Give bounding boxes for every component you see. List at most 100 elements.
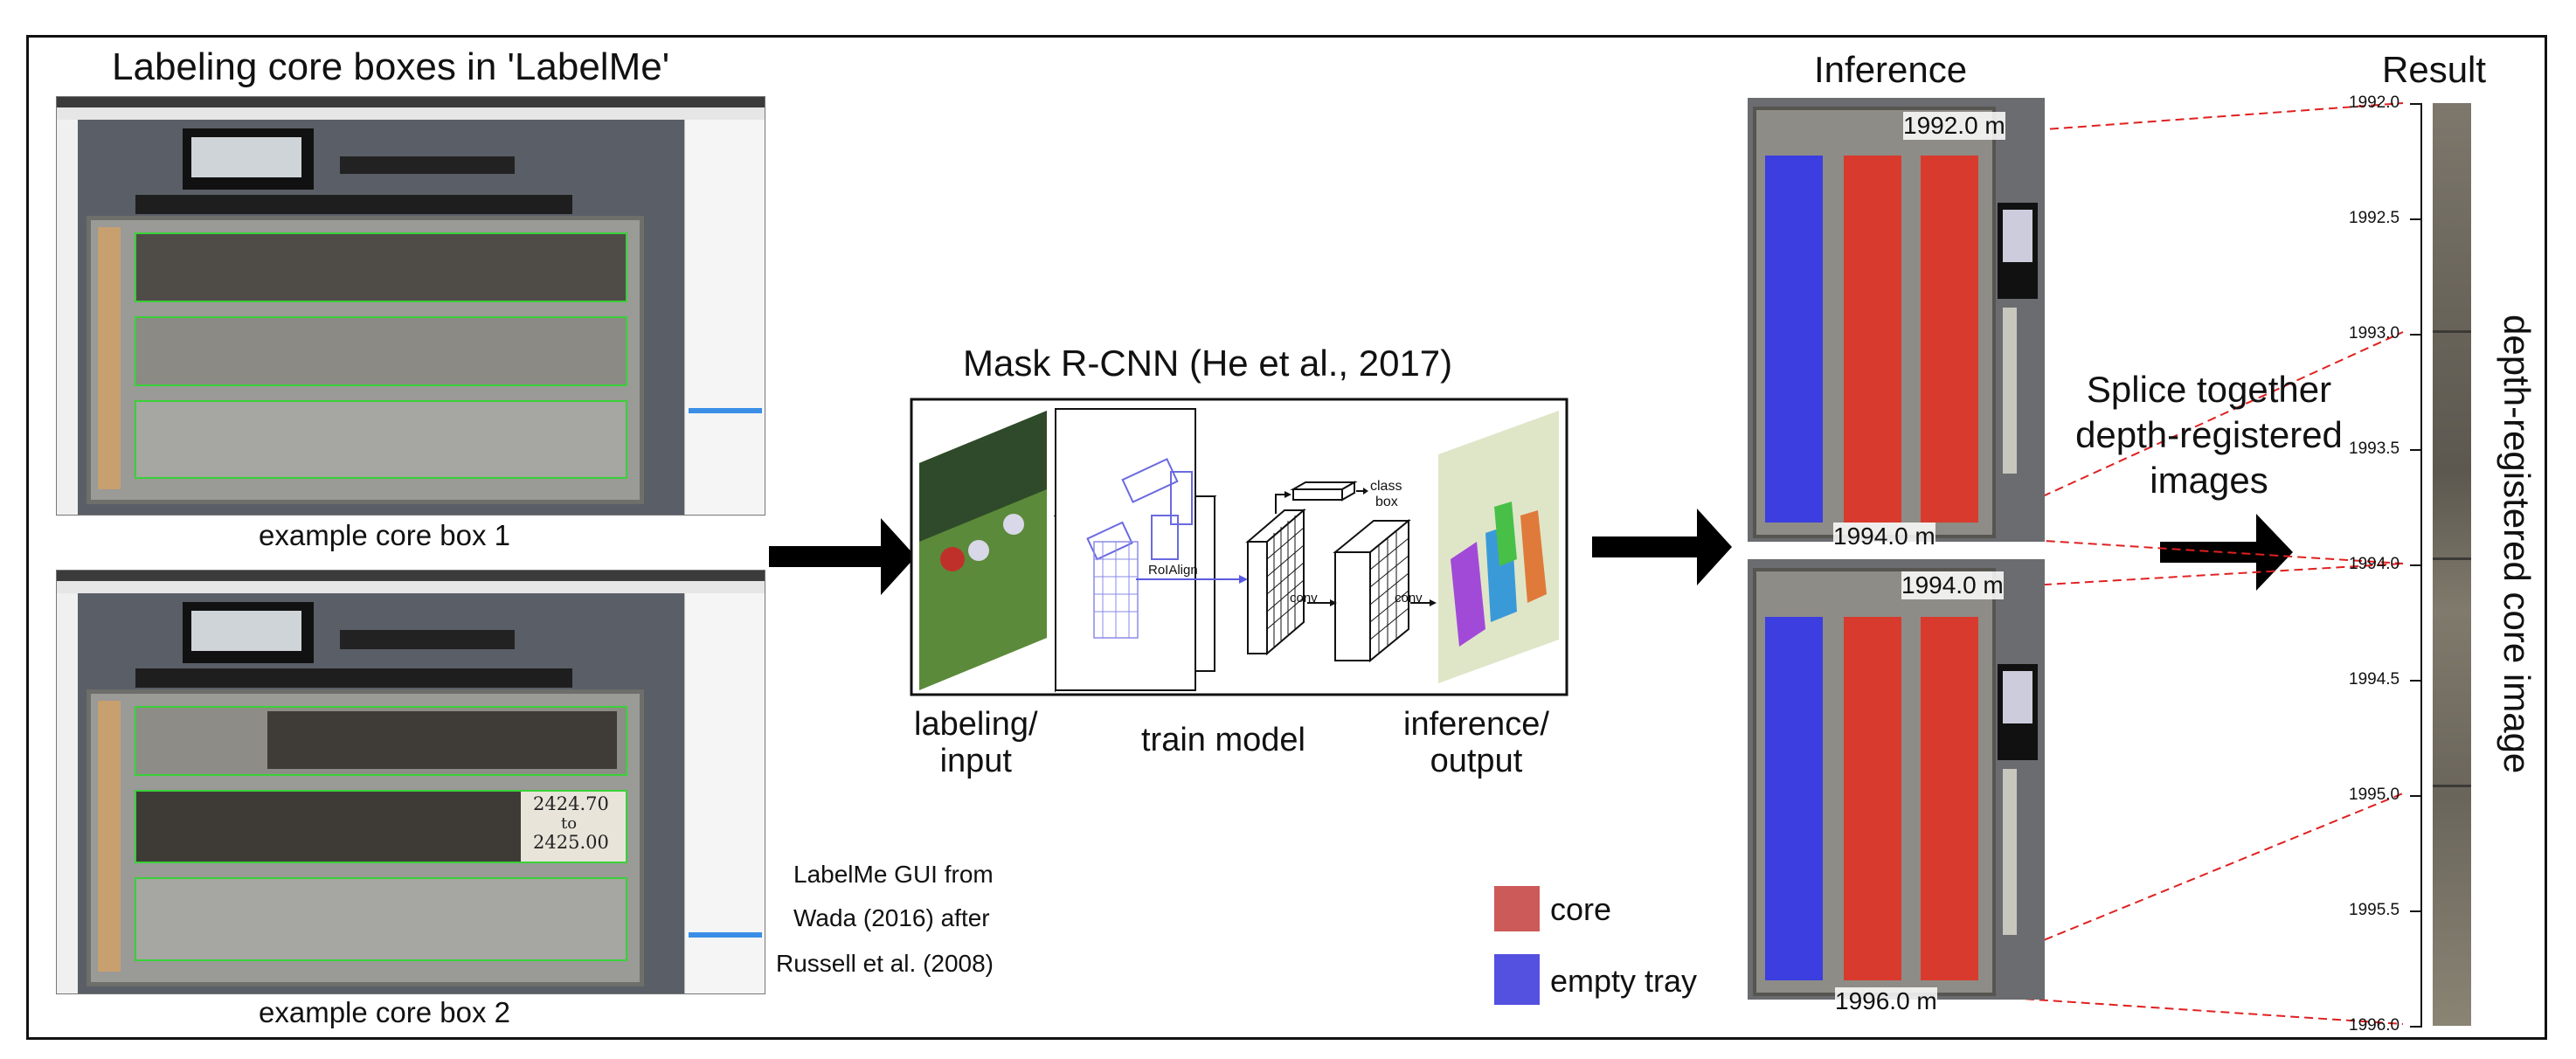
class-label: class	[1370, 479, 1402, 494]
depth-tick-mark	[2410, 218, 2422, 220]
labeling-title: Labeling core boxes in 'LabelMe'	[112, 45, 670, 88]
figure-frame	[26, 35, 2547, 1040]
depth-tick-mark	[2410, 334, 2422, 336]
core-box	[87, 216, 644, 504]
depth-tick-mark	[2410, 910, 2422, 912]
input-image	[919, 411, 1047, 690]
ruler	[135, 668, 572, 688]
core-box: 2424.70 to 2425.00	[87, 689, 644, 986]
depth-tick-label: 1993.5	[2349, 440, 2400, 458]
legend-swatch-core	[1494, 886, 1540, 931]
conv-cube-2	[1333, 518, 1411, 663]
handwritten-depth-marker: 2424.70 to 2425.00	[521, 792, 626, 862]
image-canvas[interactable]: 2424.70 to 2425.00	[78, 593, 684, 993]
tray-mask	[1765, 156, 1823, 523]
box-label: box	[1375, 495, 1398, 509]
box1-bottom-depth: 1994.0 m	[1833, 523, 1935, 550]
credit-line-1: LabelMe GUI from	[793, 861, 994, 888]
box2-bottom-depth: 1996.0 m	[1835, 987, 1937, 1015]
inference-box-1	[1748, 98, 2045, 542]
color-chart	[340, 630, 515, 649]
depth-tick-label: 1994.0	[2349, 555, 2400, 573]
color-chart-strip	[2003, 769, 2017, 935]
conv-label-2: conv	[1395, 591, 1423, 606]
depth-label-strip	[98, 227, 121, 489]
tray-mask	[1765, 617, 1823, 980]
result-title: Result	[2382, 49, 2487, 90]
core-mask-2	[1921, 617, 1978, 980]
class-box-head	[1290, 481, 1358, 502]
depth-tick-mark	[2410, 449, 2422, 451]
core-mask-1	[1844, 617, 1901, 980]
splice-caption: Splice together depth-registered images	[2075, 369, 2343, 501]
ruler	[135, 195, 572, 214]
core-tray	[1753, 568, 1996, 996]
box1-top-depth: 1992.0 m	[1903, 112, 2005, 140]
stage-label-train: train model	[1141, 722, 1305, 758]
core-row-1	[135, 706, 627, 776]
label-list-panel[interactable]	[684, 120, 765, 515]
depth-tag-device	[1998, 664, 2038, 760]
core-mask-1	[1844, 156, 1901, 523]
empty-tray-row	[135, 400, 627, 479]
result-vertical-label: depth-registered core image	[2496, 315, 2538, 774]
color-chart	[340, 156, 515, 174]
inference-box-2	[1748, 559, 2045, 1000]
depth-tick-label: 1995.5	[2349, 901, 2400, 919]
feature-map-front	[1055, 408, 1196, 691]
depth-tick-mark	[2410, 103, 2422, 105]
stage-label-input: labeling/ input	[914, 706, 1038, 779]
labelme-screenshot-1	[56, 96, 765, 516]
legend-label-core: core	[1550, 891, 1612, 927]
depth-tag-device	[1998, 203, 2038, 299]
depth-registered-core-image	[2433, 103, 2471, 1026]
class-box-branch	[1275, 494, 1285, 514]
region-proposals	[1086, 458, 1193, 561]
arrow-to-model	[769, 518, 916, 595]
inference-title: Inference	[1814, 49, 1968, 90]
depth-tick-mark	[2410, 680, 2422, 682]
conv-label-1: conv	[1290, 591, 1318, 606]
empty-tray-row	[135, 877, 627, 961]
core-mask-2	[1921, 156, 1978, 523]
handwriting-line-2: to	[561, 814, 578, 833]
caption-core-box-2: example core box 2	[259, 996, 510, 1028]
core-row-2: 2424.70 to 2425.00	[135, 790, 627, 863]
core-row-2	[135, 316, 627, 386]
arrow-to-inference	[1592, 509, 1732, 585]
depth-tick-mark	[2410, 1026, 2422, 1028]
conv-cube-1	[1245, 508, 1306, 656]
depth-tick-label: 1995.0	[2349, 786, 2400, 804]
depth-tick-label: 1993.0	[2349, 324, 2400, 343]
legend-label-empty-tray: empty tray	[1550, 963, 1698, 999]
caption-core-box-1: example core box 1	[259, 519, 510, 551]
depth-tick-label: 1992.5	[2349, 209, 2400, 227]
output-image	[1438, 411, 1559, 683]
core-row-1	[135, 232, 627, 302]
window-titlebar	[57, 571, 765, 581]
box2-top-depth: 1994.0 m	[1901, 571, 2004, 599]
handwriting-line-1: 2424.70	[533, 793, 609, 814]
roi-grid	[1093, 541, 1139, 639]
depth-tick-label: 1996.0	[2349, 1016, 2400, 1035]
depth-tag-device	[183, 602, 314, 663]
window-titlebar	[57, 97, 765, 107]
credit-line-3: Russell et al. (2008)	[776, 950, 994, 977]
depth-tick-mark	[2410, 795, 2422, 797]
depth-tag-device	[183, 128, 314, 190]
depth-tick-label: 1994.5	[2349, 670, 2400, 689]
tool-bar[interactable]	[57, 120, 79, 515]
roialign-label: RoIAlign	[1148, 563, 1198, 578]
legend-swatch-empty-tray	[1494, 954, 1540, 1005]
depth-tick-mark	[2410, 564, 2422, 566]
core-tray	[1753, 107, 1996, 538]
depth-tick-label: 1992.0	[2349, 93, 2400, 112]
image-canvas[interactable]	[78, 120, 684, 515]
color-chart-strip	[2003, 308, 2017, 474]
depth-label-strip	[98, 701, 121, 972]
credit-line-2: Wada (2016) after	[793, 904, 990, 931]
label-list-panel[interactable]	[684, 593, 765, 993]
model-title: Mask R-CNN (He et al., 2017)	[963, 343, 1453, 384]
labelme-screenshot-2: 2424.70 to 2425.00	[56, 570, 765, 994]
